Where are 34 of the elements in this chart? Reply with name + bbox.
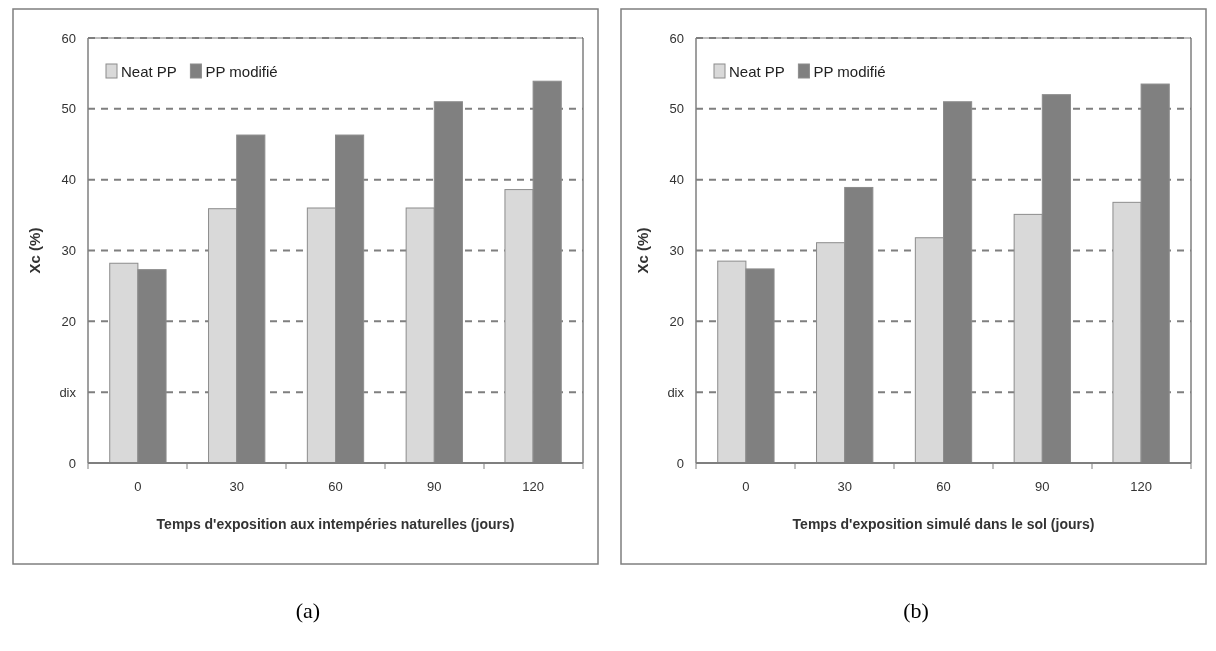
x-axis-title: Temps d'exposition simulé dans le sol (jours): [792, 516, 1095, 532]
legend-label: Neat PP: [729, 63, 785, 81]
y-tick-label: 20: [61, 313, 76, 329]
y-tick-label: 40: [669, 172, 684, 188]
text: (a): [295, 598, 321, 623]
x-tick-label: 60: [328, 479, 343, 494]
y-tick-label: 60: [61, 30, 76, 46]
y-tick-label: 50: [669, 101, 684, 117]
legend-label: PP modifié: [205, 63, 278, 81]
y-axis-title: Xc (%): [26, 227, 43, 274]
y-tick-label: dix: [667, 384, 685, 400]
x-tick-label: 90: [1035, 479, 1050, 494]
x-tick-label: 60: [936, 479, 951, 494]
x-axis-title: Temps d'exposition aux intempéries naturelles (jours): [156, 516, 515, 532]
text: (b): [903, 598, 929, 623]
y-tick-label: 30: [61, 243, 76, 259]
x-tick-label: 120: [1130, 479, 1152, 494]
x-tick-label: 0: [134, 479, 142, 494]
y-tick-label: 50: [61, 101, 76, 117]
x-tick-label: 90: [427, 479, 442, 494]
y-tick-label: 40: [61, 172, 76, 188]
y-tick-label: 0: [676, 455, 684, 471]
y-tick-label: dix: [59, 384, 77, 400]
y-tick-label: 30: [669, 243, 684, 259]
legend-label: Neat PP: [121, 63, 177, 81]
y-axis-title: Xc (%): [634, 227, 651, 274]
x-tick-label: 30: [837, 479, 852, 494]
y-tick-label: 0: [68, 455, 76, 471]
y-tick-label: 20: [669, 313, 684, 329]
y-tick-label: 60: [669, 30, 684, 46]
x-tick-label: 30: [229, 479, 244, 494]
x-tick-label: 120: [522, 479, 544, 494]
legend-label: PP modifié: [813, 63, 886, 81]
x-tick-label: 0: [742, 479, 750, 494]
